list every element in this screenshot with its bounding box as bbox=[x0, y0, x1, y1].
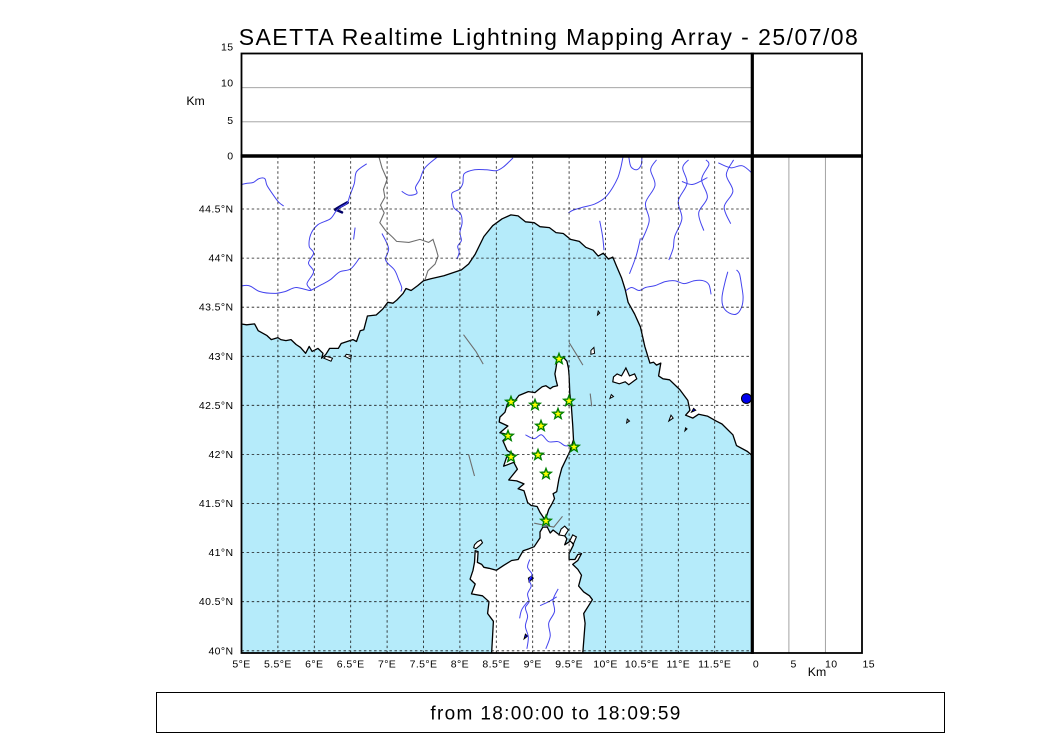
svg-text:15: 15 bbox=[221, 42, 233, 54]
svg-text:8.5°E: 8.5°E bbox=[482, 659, 510, 671]
svg-text:41°N: 41°N bbox=[208, 547, 233, 559]
svg-text:7°E: 7°E bbox=[378, 659, 396, 671]
svg-text:42°N: 42°N bbox=[208, 449, 233, 461]
svg-text:7.5°E: 7.5°E bbox=[410, 659, 438, 671]
svg-text:40°N: 40°N bbox=[208, 645, 233, 657]
svg-text:44°N: 44°N bbox=[208, 253, 233, 265]
svg-text:8°E: 8°E bbox=[451, 659, 469, 671]
svg-text:6°E: 6°E bbox=[305, 659, 323, 671]
svg-text:44.5°N: 44.5°N bbox=[199, 204, 234, 216]
svg-text:11.5°E: 11.5°E bbox=[698, 659, 731, 671]
svg-text:9.5°E: 9.5°E bbox=[555, 659, 583, 671]
svg-text:5: 5 bbox=[227, 115, 233, 127]
svg-text:Km: Km bbox=[186, 94, 204, 108]
svg-text:0: 0 bbox=[227, 151, 233, 163]
svg-text:10: 10 bbox=[221, 78, 233, 90]
svg-text:43.5°N: 43.5°N bbox=[199, 302, 234, 314]
svg-text:6.5°E: 6.5°E bbox=[337, 659, 365, 671]
svg-text:10: 10 bbox=[825, 659, 837, 671]
svg-text:Km: Km bbox=[808, 665, 826, 679]
svg-text:5°E: 5°E bbox=[232, 659, 250, 671]
svg-text:41.5°N: 41.5°N bbox=[199, 498, 234, 510]
svg-text:9°E: 9°E bbox=[524, 659, 542, 671]
svg-text:10.5°E: 10.5°E bbox=[625, 659, 659, 671]
svg-text:from 18:00:00 to 18:09:59: from 18:00:00 to 18:09:59 bbox=[430, 704, 681, 725]
svg-text:0: 0 bbox=[753, 659, 759, 671]
svg-text:5.5°E: 5.5°E bbox=[264, 659, 292, 671]
svg-text:SAETTA Realtime Lightning Mapp: SAETTA Realtime Lightning Mapping Array … bbox=[239, 24, 860, 50]
svg-text:5: 5 bbox=[790, 659, 796, 671]
svg-text:40.5°N: 40.5°N bbox=[199, 596, 234, 608]
svg-text:10°E: 10°E bbox=[593, 659, 617, 671]
svg-text:11°E: 11°E bbox=[666, 659, 690, 671]
svg-text:43°N: 43°N bbox=[208, 351, 233, 363]
svg-text:15: 15 bbox=[863, 659, 875, 671]
svg-text:42.5°N: 42.5°N bbox=[199, 400, 234, 412]
